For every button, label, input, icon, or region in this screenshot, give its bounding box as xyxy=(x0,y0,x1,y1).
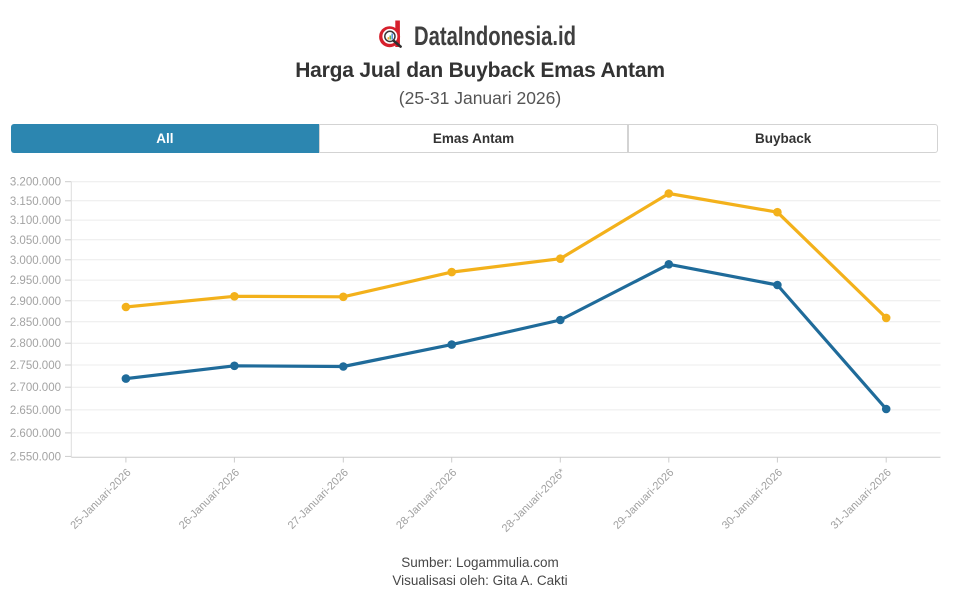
svg-text:2.800.000: 2.800.000 xyxy=(10,338,61,350)
svg-text:2.900.000: 2.900.000 xyxy=(10,296,61,308)
svg-text:2.550.000: 2.550.000 xyxy=(10,451,61,463)
svg-text:3.100.000: 3.100.000 xyxy=(10,215,61,227)
svg-text:2.850.000: 2.850.000 xyxy=(10,317,61,329)
svg-text:2.600.000: 2.600.000 xyxy=(10,428,61,440)
svg-text:2.950.000: 2.950.000 xyxy=(10,275,61,287)
svg-text:25-Januari-2026: 25-Januari-2026 xyxy=(68,467,133,532)
svg-text:29-Januari-2026: 29-Januari-2026 xyxy=(611,467,676,532)
svg-text:3.050.000: 3.050.000 xyxy=(10,235,61,247)
svg-text:3.150.000: 3.150.000 xyxy=(10,196,61,208)
svg-text:3.200.000: 3.200.000 xyxy=(10,177,61,189)
svg-text:31-Januari-2026: 31-Januari-2026 xyxy=(829,467,894,532)
svg-text:30-Januari-2026: 30-Januari-2026 xyxy=(720,467,785,532)
svg-text:28-Januari-2026*: 28-Januari-2026* xyxy=(500,466,569,535)
svg-text:26-Januari-2026: 26-Januari-2026 xyxy=(177,467,242,532)
svg-text:28-Januari-2026: 28-Januari-2026 xyxy=(394,467,459,532)
svg-text:27-Januari-2026: 27-Januari-2026 xyxy=(286,467,351,532)
svg-text:2.700.000: 2.700.000 xyxy=(10,382,61,394)
svg-text:2.750.000: 2.750.000 xyxy=(10,360,61,372)
svg-text:3.000.000: 3.000.000 xyxy=(10,255,61,267)
svg-text:2.650.000: 2.650.000 xyxy=(10,405,61,417)
